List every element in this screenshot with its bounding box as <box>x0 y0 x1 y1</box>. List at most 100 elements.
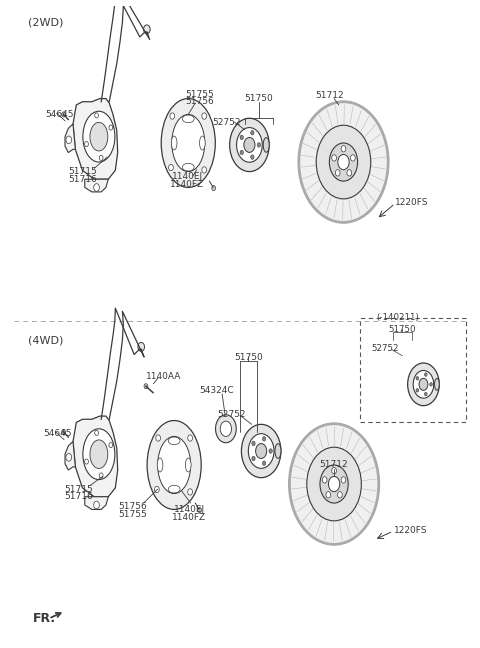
Circle shape <box>188 489 192 495</box>
Circle shape <box>413 371 434 399</box>
Polygon shape <box>85 179 108 192</box>
Text: 54645: 54645 <box>43 429 72 438</box>
Text: 51715: 51715 <box>68 167 97 176</box>
Text: 51755: 51755 <box>119 510 147 519</box>
Circle shape <box>252 456 255 461</box>
Text: 51715: 51715 <box>64 485 93 494</box>
Text: 51755: 51755 <box>186 89 215 98</box>
Text: (4WD): (4WD) <box>28 336 64 345</box>
Circle shape <box>256 443 267 459</box>
Circle shape <box>326 492 331 498</box>
Text: 1140EJ: 1140EJ <box>174 505 205 514</box>
Ellipse shape <box>157 458 163 472</box>
Ellipse shape <box>161 98 216 187</box>
Circle shape <box>251 155 254 159</box>
Circle shape <box>430 382 432 386</box>
Circle shape <box>328 476 340 492</box>
Text: 52752: 52752 <box>218 410 246 419</box>
Circle shape <box>338 154 349 170</box>
Text: (2WD): (2WD) <box>28 17 64 27</box>
Text: 1140FZ: 1140FZ <box>170 179 204 189</box>
Circle shape <box>329 143 358 181</box>
Circle shape <box>84 459 88 464</box>
Ellipse shape <box>182 115 194 122</box>
Circle shape <box>350 155 355 161</box>
Circle shape <box>66 136 72 144</box>
Ellipse shape <box>90 440 108 469</box>
Circle shape <box>240 135 243 139</box>
Text: 51750: 51750 <box>234 353 263 362</box>
Text: 1220FS: 1220FS <box>394 526 428 535</box>
Circle shape <box>109 125 113 130</box>
Ellipse shape <box>172 115 204 172</box>
Circle shape <box>220 421 231 436</box>
Circle shape <box>202 113 206 119</box>
Circle shape <box>323 477 327 483</box>
Circle shape <box>94 501 99 509</box>
Ellipse shape <box>90 122 108 151</box>
Ellipse shape <box>434 378 439 390</box>
Text: 52752: 52752 <box>213 117 241 126</box>
Text: 1220FS: 1220FS <box>395 198 429 207</box>
Circle shape <box>424 373 427 376</box>
Circle shape <box>99 473 103 478</box>
Circle shape <box>212 185 216 191</box>
Ellipse shape <box>83 429 115 480</box>
Text: 54645: 54645 <box>45 110 73 119</box>
Circle shape <box>332 467 336 474</box>
Text: 51716: 51716 <box>64 492 93 502</box>
Circle shape <box>252 441 255 446</box>
Circle shape <box>257 143 261 147</box>
Circle shape <box>198 507 202 513</box>
Ellipse shape <box>171 136 177 150</box>
Circle shape <box>62 430 65 435</box>
Circle shape <box>229 118 269 172</box>
Ellipse shape <box>157 436 191 494</box>
Text: 51716: 51716 <box>68 175 97 184</box>
Circle shape <box>416 389 419 392</box>
Circle shape <box>341 146 346 152</box>
Circle shape <box>95 113 98 118</box>
Text: 1140EJ: 1140EJ <box>172 172 203 181</box>
Ellipse shape <box>83 111 115 162</box>
Ellipse shape <box>275 444 281 458</box>
Circle shape <box>263 461 266 465</box>
Text: 51756: 51756 <box>186 97 215 106</box>
Circle shape <box>109 443 113 448</box>
Circle shape <box>170 113 175 119</box>
Text: (-140211): (-140211) <box>376 313 419 322</box>
Ellipse shape <box>182 163 194 171</box>
Bar <box>360 318 466 422</box>
Text: 54324C: 54324C <box>199 386 234 395</box>
Circle shape <box>416 376 419 380</box>
Text: 51712: 51712 <box>320 461 348 470</box>
Text: 51712: 51712 <box>315 91 344 100</box>
Circle shape <box>347 170 352 176</box>
Circle shape <box>316 125 371 199</box>
Polygon shape <box>65 441 75 470</box>
Circle shape <box>84 141 88 146</box>
Circle shape <box>66 454 72 461</box>
Circle shape <box>202 167 206 173</box>
Ellipse shape <box>200 136 205 150</box>
Circle shape <box>289 424 379 544</box>
Circle shape <box>251 130 254 135</box>
Circle shape <box>419 378 428 390</box>
Circle shape <box>94 183 99 191</box>
Text: FR.: FR. <box>33 612 56 625</box>
Circle shape <box>188 435 192 441</box>
Circle shape <box>144 25 150 34</box>
Polygon shape <box>85 497 108 509</box>
Circle shape <box>299 102 388 222</box>
Circle shape <box>237 128 262 162</box>
Circle shape <box>95 430 98 435</box>
Circle shape <box>341 477 346 483</box>
Polygon shape <box>65 124 75 152</box>
Circle shape <box>337 492 342 498</box>
Circle shape <box>320 465 348 503</box>
Circle shape <box>138 342 144 351</box>
Text: 51750: 51750 <box>388 325 416 334</box>
Ellipse shape <box>185 458 191 472</box>
Circle shape <box>263 437 266 441</box>
Circle shape <box>99 156 103 161</box>
